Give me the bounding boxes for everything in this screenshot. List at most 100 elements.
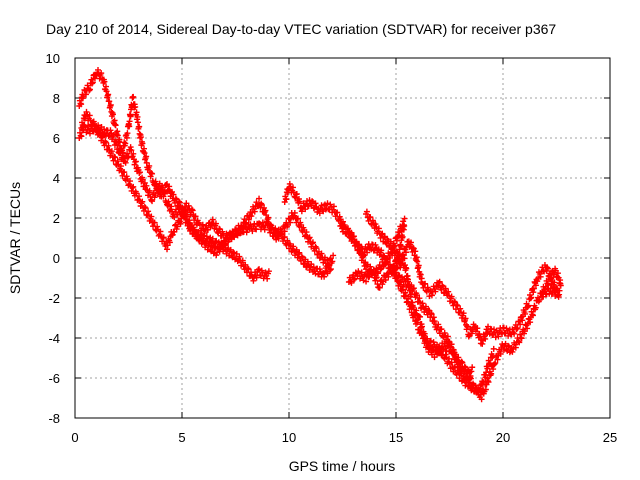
data-point [321, 254, 328, 261]
data-point [157, 228, 164, 235]
data-point [460, 310, 467, 317]
data-point [151, 219, 158, 226]
data-point [78, 133, 85, 140]
data-point [364, 249, 371, 256]
data-point [78, 101, 85, 108]
data-point [519, 317, 526, 324]
data-point [99, 133, 106, 140]
data-point [103, 139, 110, 146]
data-point [544, 265, 551, 272]
data-point [326, 262, 333, 269]
data-point [89, 80, 96, 87]
series-trace-g [345, 255, 497, 398]
data-point [451, 364, 458, 371]
data-point [98, 134, 105, 141]
data-point [430, 339, 437, 346]
y-tick-label: 8 [53, 91, 60, 106]
data-point [330, 252, 337, 259]
data-point [467, 375, 474, 382]
data-point [539, 291, 546, 298]
data-point [525, 302, 532, 309]
y-tick-label: 2 [53, 211, 60, 226]
data-point [146, 187, 153, 194]
data-point [384, 258, 391, 265]
data-point [398, 232, 405, 239]
data-point [393, 265, 400, 272]
data-point [278, 228, 285, 235]
data-point [165, 198, 172, 205]
data-point [415, 262, 422, 269]
data-point [406, 287, 413, 294]
data-point [76, 129, 83, 136]
data-point [253, 274, 260, 281]
x-tick-label: 10 [282, 430, 296, 445]
data-point [176, 198, 183, 205]
data-point [404, 276, 411, 283]
data-point [209, 216, 216, 223]
data-point [385, 273, 392, 280]
data-point [170, 191, 177, 198]
data-point [363, 278, 370, 285]
data-point [422, 303, 429, 310]
data-point [446, 355, 453, 362]
data-point [359, 245, 366, 252]
x-tick-label: 5 [178, 430, 185, 445]
data-point [120, 150, 127, 157]
data-point [124, 130, 131, 137]
x-axis-label: GPS time / hours [289, 458, 396, 474]
y-tick-label: 6 [53, 131, 60, 146]
data-point [363, 208, 370, 215]
data-point [176, 199, 183, 206]
data-point [139, 198, 146, 205]
data-point [490, 353, 497, 360]
data-point [291, 209, 298, 216]
data-point [230, 249, 237, 256]
data-point [418, 275, 425, 282]
data-point [330, 203, 337, 210]
data-point [296, 198, 303, 205]
data-point [105, 91, 112, 98]
data-point [428, 311, 435, 318]
data-point [430, 314, 437, 321]
data-point [373, 275, 380, 282]
data-point [376, 284, 383, 291]
data-point [112, 122, 119, 129]
data-point [294, 215, 301, 222]
data-point [89, 79, 96, 86]
data-point [193, 228, 200, 235]
data-point [513, 326, 520, 333]
data-point [212, 220, 219, 227]
data-point [382, 276, 389, 283]
x-tick-labels: 0 5 10 15 20 25 [71, 430, 617, 445]
x-tick-label: 25 [603, 430, 617, 445]
data-point [145, 208, 152, 215]
data-point [514, 325, 521, 332]
y-tick-label: -6 [48, 371, 60, 386]
data-point [442, 285, 449, 292]
data-point [121, 169, 128, 176]
data-point [428, 292, 435, 299]
data-point [98, 70, 105, 77]
data-point [468, 368, 475, 375]
data-point [398, 237, 405, 244]
data-point [122, 159, 129, 166]
data-point [475, 391, 482, 398]
data-point [423, 340, 430, 347]
data-point [419, 323, 426, 330]
data-point [130, 93, 137, 100]
data-point [245, 216, 252, 223]
data-point [387, 238, 394, 245]
data-point [264, 275, 271, 282]
data-point [483, 369, 490, 376]
data-point [420, 328, 427, 335]
data-point [185, 202, 192, 209]
data-point [117, 163, 124, 170]
data-point [309, 198, 316, 205]
data-point [152, 178, 159, 185]
data-point [179, 210, 185, 217]
data-point [130, 183, 137, 190]
data-point [114, 158, 121, 165]
data-point [327, 267, 334, 274]
data-point [451, 298, 458, 305]
data-point [427, 343, 434, 350]
